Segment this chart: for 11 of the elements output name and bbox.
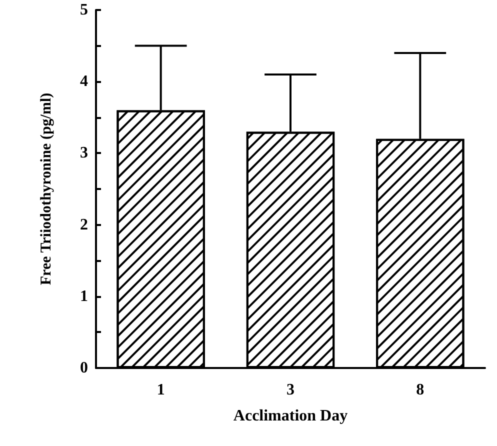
x-tick-label: 8 bbox=[416, 382, 424, 398]
y-tick-label: 2 bbox=[80, 216, 88, 234]
y-tick-label: 1 bbox=[80, 288, 88, 305]
x-tick-label: 1 bbox=[156, 382, 165, 398]
y-tick-label: 0 bbox=[80, 360, 88, 376]
y-tick-label: 5 bbox=[80, 2, 88, 18]
x-tick-label: 3 bbox=[286, 382, 294, 398]
y-tick-label: 4 bbox=[80, 73, 88, 90]
y-axis-title: Free Triiodothyronine (pg/ml) bbox=[38, 92, 54, 286]
y-tick-label: 3 bbox=[80, 144, 88, 162]
x-axis-title: Acclimation Day bbox=[233, 408, 348, 424]
